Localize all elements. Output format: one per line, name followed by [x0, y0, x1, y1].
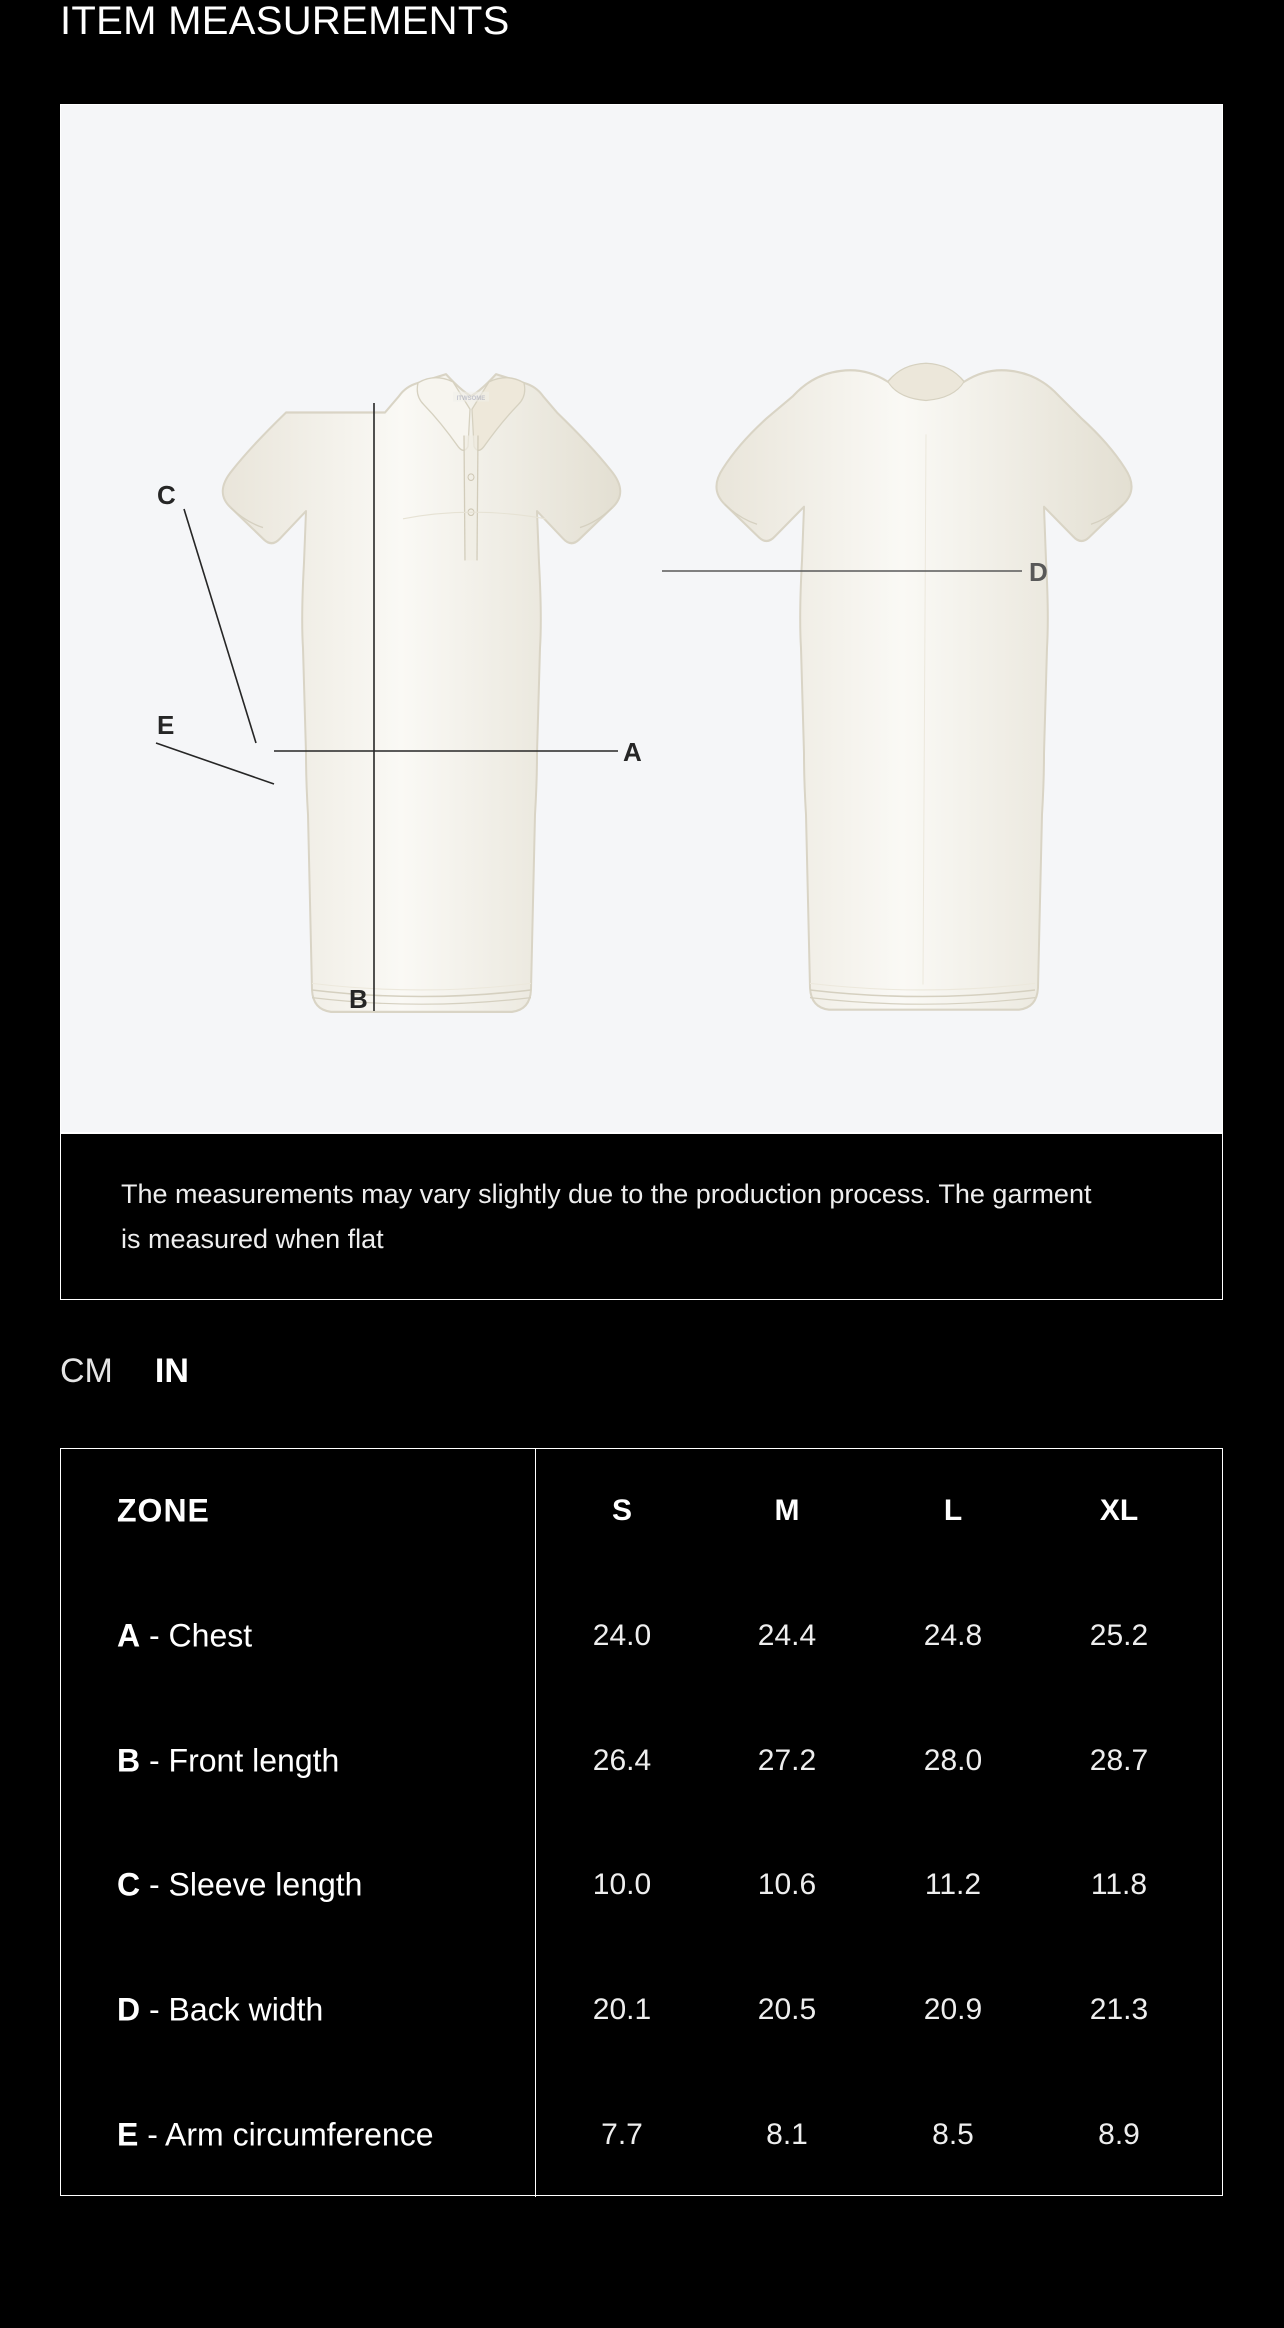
svg-text:A: A	[623, 737, 642, 767]
svg-text:B: B	[349, 984, 368, 1014]
svg-text:C: C	[157, 480, 176, 510]
svg-text:D: D	[1029, 557, 1048, 587]
svg-text:ITWSOME: ITWSOME	[457, 395, 486, 402]
svg-text:E: E	[157, 710, 174, 740]
